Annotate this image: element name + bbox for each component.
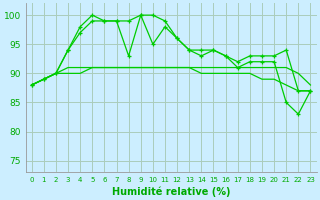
- X-axis label: Humidité relative (%): Humidité relative (%): [112, 186, 230, 197]
